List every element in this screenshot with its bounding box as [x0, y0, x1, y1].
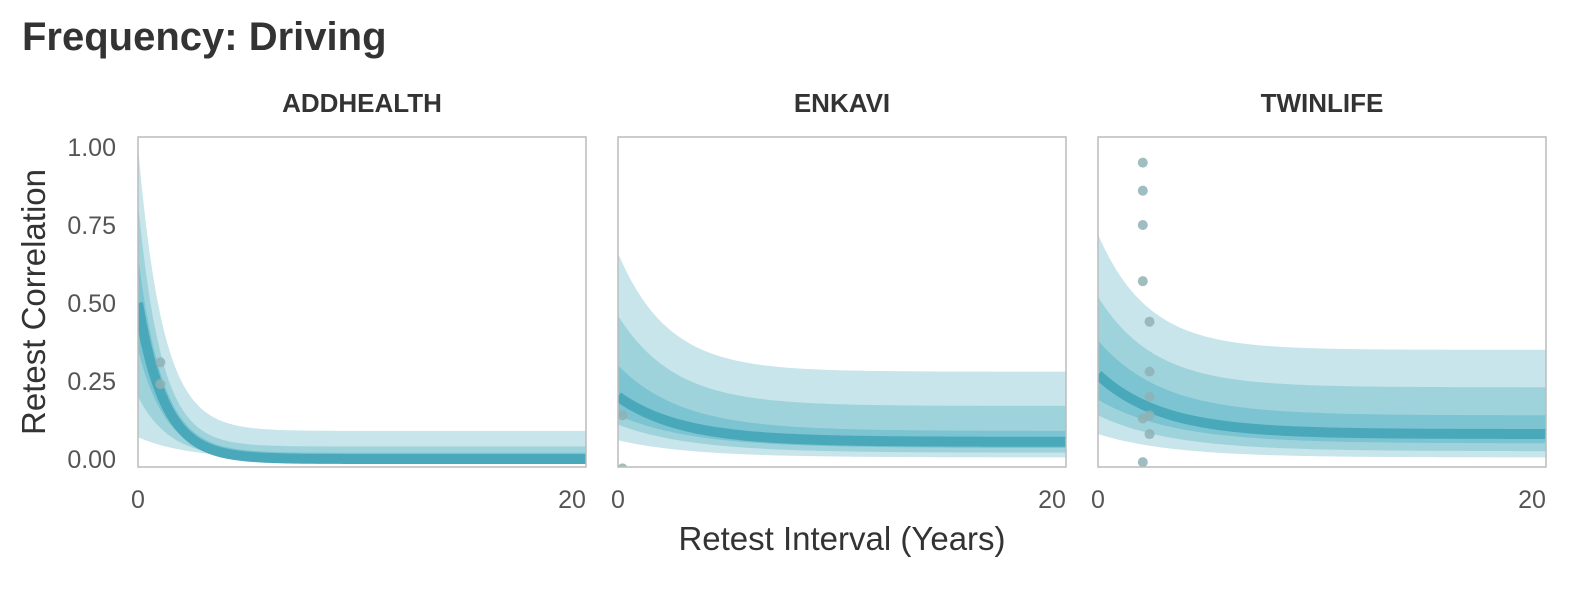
- panel-twinlife: TWINLIFE 0 20: [1091, 88, 1547, 514]
- data-point: [618, 463, 628, 467]
- band-mid: [618, 315, 1066, 453]
- plot-area: [1098, 157, 1546, 467]
- panel-title: ENKAVI: [794, 88, 890, 118]
- data-point: [618, 410, 628, 421]
- panel-title: TWINLIFE: [1261, 88, 1384, 118]
- band-inner: [618, 365, 1066, 448]
- y-tick-label: 1.00: [67, 134, 116, 162]
- panel-addhealth: ADDHEALTH 0 20 0.00 0.25 0.50 0.75 1.00: [67, 88, 587, 514]
- band-outer: [138, 147, 586, 459]
- median-line: [1098, 371, 1546, 439]
- panel-title: ADDHEALTH: [282, 88, 442, 118]
- x-tick-label: 20: [558, 486, 586, 514]
- band-inner: [1098, 340, 1546, 444]
- x-tick-label: 20: [1038, 486, 1066, 514]
- x-tick-label: 0: [611, 486, 625, 514]
- plot-area: [618, 253, 1066, 467]
- y-tick-label: 0.00: [67, 446, 116, 474]
- data-point: [155, 379, 166, 390]
- data-point: [1137, 457, 1148, 467]
- panel-enkavi: ENKAVI 0 20: [611, 88, 1067, 514]
- panel-frame: [1097, 136, 1547, 468]
- x-tick-label: 20: [1518, 486, 1546, 514]
- median-line: [618, 392, 1066, 447]
- data-point: [1137, 157, 1148, 168]
- data-point: [1137, 413, 1148, 424]
- data-point: [155, 357, 166, 368]
- panel-frame: [137, 136, 587, 468]
- x-tick-label: 0: [1091, 486, 1105, 514]
- data-point: [1144, 391, 1155, 402]
- y-tick-label: 0.25: [67, 368, 116, 396]
- x-tick-label: 0: [131, 486, 145, 514]
- data-point: [1144, 429, 1155, 440]
- median-line: [138, 302, 586, 464]
- x-axis-label: Retest Interval (Years): [678, 520, 1005, 557]
- data-point: [1144, 316, 1155, 327]
- y-axis-label: Retest Correlation: [15, 169, 52, 435]
- data-point: [1137, 276, 1148, 287]
- plot-area: [138, 147, 586, 464]
- y-tick-label: 0.75: [67, 212, 116, 240]
- y-tick-label: 0.50: [67, 290, 116, 318]
- data-point: [1137, 185, 1148, 196]
- data-point: [1137, 220, 1148, 230]
- panel-frame: [617, 136, 1067, 468]
- chart-title: Frequency: Driving: [22, 15, 387, 59]
- data-point: [1144, 366, 1155, 377]
